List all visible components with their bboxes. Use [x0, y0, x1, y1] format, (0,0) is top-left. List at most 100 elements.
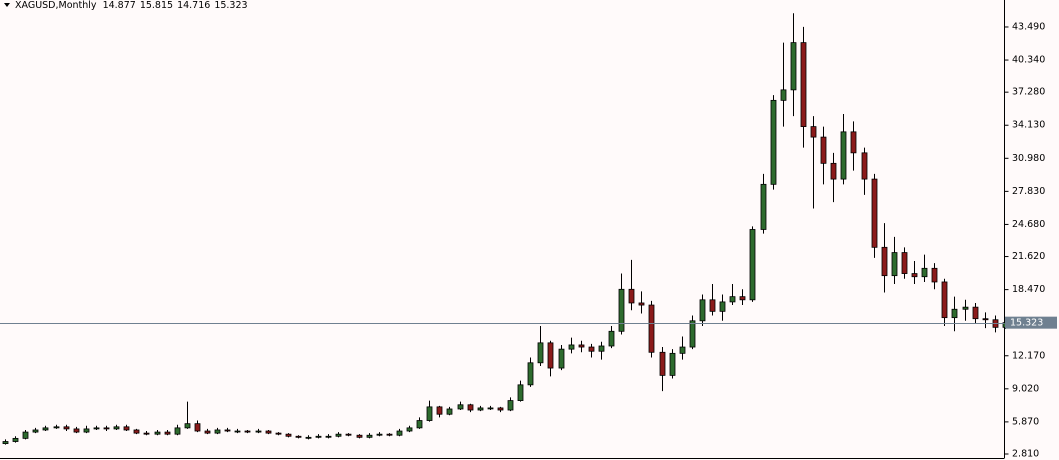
candle-body	[719, 301, 726, 312]
candle-body	[396, 430, 403, 436]
candle-body	[962, 306, 969, 310]
candle-body	[164, 431, 171, 435]
candle-body	[850, 131, 857, 154]
candle-body	[63, 426, 70, 430]
y-tick-label: 2.810	[1012, 449, 1039, 460]
candle-body	[174, 427, 181, 435]
y-tick-label: 21.620	[1012, 251, 1045, 262]
candle-body	[2, 441, 9, 445]
candle-body	[517, 384, 524, 401]
price-label-box	[1005, 316, 1057, 329]
candle-body	[578, 344, 585, 348]
y-tick-label: 9.020	[1012, 383, 1039, 394]
candle-body	[507, 400, 514, 411]
candle-body	[881, 246, 888, 277]
candle-body	[790, 42, 797, 91]
candle-body	[638, 302, 645, 306]
candle-body	[770, 99, 777, 185]
candle-body	[446, 408, 453, 415]
candle-body	[255, 430, 262, 433]
candle-body	[265, 430, 272, 434]
candle-body	[982, 318, 989, 321]
candle-body	[871, 178, 878, 248]
candle-body	[618, 288, 625, 332]
candle-body	[42, 427, 49, 431]
candle-body	[335, 433, 342, 437]
candle-body	[729, 296, 736, 303]
candle-body	[22, 431, 29, 439]
candle-body	[93, 427, 100, 430]
candle-body	[487, 407, 494, 410]
candle-body	[386, 433, 393, 436]
candle-body	[53, 426, 60, 429]
candle-body	[83, 428, 90, 433]
candle-body	[214, 429, 221, 434]
candle-body	[547, 342, 554, 369]
candle-body	[32, 429, 39, 433]
candle-body	[931, 267, 938, 283]
candle-body	[113, 426, 120, 430]
candle-body	[325, 435, 332, 438]
candle-body	[921, 267, 928, 278]
y-tick-label: 24.680	[1012, 219, 1045, 230]
candle-body	[376, 433, 383, 436]
candle-body	[416, 420, 423, 429]
candle-body	[749, 229, 756, 301]
candle-body	[143, 432, 150, 435]
candle-body	[295, 435, 302, 438]
candle-body	[800, 42, 807, 127]
price-label: 15.323	[1010, 318, 1043, 329]
candle-body	[457, 404, 464, 410]
candle-body	[477, 407, 484, 411]
candle-body	[628, 288, 635, 304]
candle-body	[558, 348, 565, 369]
candle-body	[689, 320, 696, 348]
candle-body	[669, 352, 676, 376]
candle-body	[810, 126, 817, 138]
candle-body	[184, 423, 191, 429]
y-tick-label: 43.490	[1012, 21, 1045, 32]
candle-body	[426, 406, 433, 421]
collapse-icon[interactable]	[4, 3, 10, 7]
ohlc-open: 14.877	[103, 0, 136, 11]
candle-body	[204, 430, 211, 434]
y-tick-label: 12.170	[1012, 350, 1045, 361]
candle-body	[103, 427, 110, 430]
candle-body	[891, 252, 898, 277]
y-tick-label: 40.340	[1012, 55, 1045, 66]
candle-body	[941, 281, 948, 319]
y-tick-label: 30.980	[1012, 153, 1045, 164]
candle-body	[285, 433, 292, 437]
candle-body	[406, 427, 413, 432]
candle-body	[911, 273, 918, 278]
ohlc-low: 14.716	[177, 0, 210, 11]
y-tick-label: 37.280	[1012, 87, 1045, 98]
candle-body	[648, 304, 655, 353]
candle-body	[275, 432, 282, 435]
candle-body	[345, 433, 352, 436]
candle-body	[244, 430, 251, 433]
candle-body	[568, 344, 575, 350]
candle-body	[840, 131, 847, 180]
candle-body	[234, 430, 241, 433]
candle-body	[497, 407, 504, 411]
candle-body	[739, 296, 746, 301]
candle-body	[315, 435, 322, 438]
candle-body	[951, 308, 958, 319]
chart-header: XAGUSD,Monthly 14.877 15.815 14.716 15.323	[15, 0, 248, 11]
candle-body	[366, 434, 373, 438]
candle-body	[699, 299, 706, 322]
candle-body	[436, 406, 443, 415]
ohlc-close: 15.323	[214, 0, 247, 11]
ohlc-high: 15.815	[140, 0, 173, 11]
candle-body	[901, 252, 908, 274]
y-tick-label: 5.870	[1012, 416, 1039, 427]
candle-body	[537, 342, 544, 364]
candle-body	[73, 428, 80, 433]
candle-body	[305, 436, 312, 439]
candle-body	[760, 183, 767, 230]
candle-body	[527, 362, 534, 386]
candle-body	[861, 152, 868, 180]
